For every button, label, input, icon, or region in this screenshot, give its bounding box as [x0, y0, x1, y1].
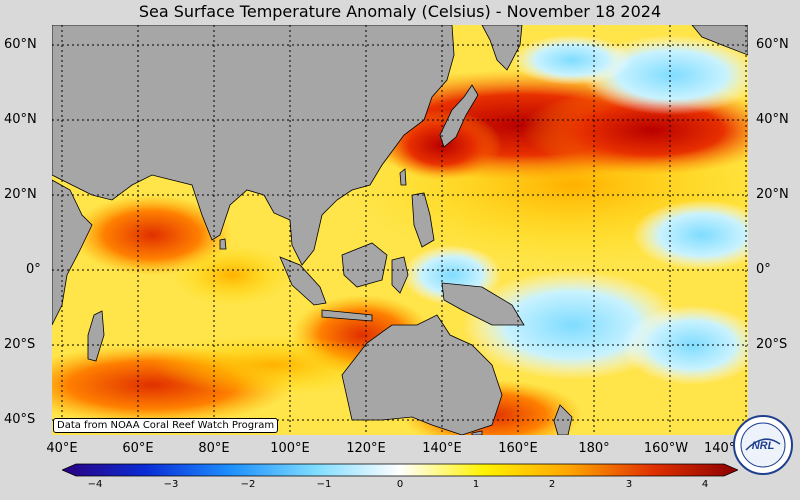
colorbar-tick-minus3: −3: [163, 479, 179, 490]
land-japan: [439, 84, 479, 148]
nrl-logo-svg: NRL: [733, 415, 793, 475]
map-svg: [52, 25, 748, 435]
land-philippines: [411, 192, 435, 248]
lon-label-180: 180°: [578, 441, 610, 456]
lon-label-160w: 160°W: [643, 441, 689, 456]
land-newguinea: [441, 282, 525, 326]
lon-label-40e: 40°E: [46, 441, 78, 456]
lat-label-right-60n: 60°N: [756, 37, 789, 52]
land-madagascar: [87, 310, 105, 362]
lon-label-100e: 100°E: [270, 441, 310, 456]
land-sulawesi: [391, 256, 409, 294]
lon-label-80e: 80°E: [198, 441, 230, 456]
graticule: [52, 25, 748, 435]
colorbar-tick-minus1: −1: [316, 479, 332, 490]
lat-label-left-40n: 40°N: [4, 112, 37, 127]
map-title: Sea Surface Temperature Anomaly (Celsius…: [138, 2, 662, 21]
lat-label-left-20n: 20°N: [4, 187, 37, 202]
lon-label-120e: 120°E: [346, 441, 386, 456]
colorbar-gradient: [60, 463, 740, 477]
lon-label-60e: 60°E: [122, 441, 154, 456]
land-kamchatka: [481, 25, 523, 71]
lon-label-140e: 140°E: [422, 441, 462, 456]
lat-label-right-20n: 20°N: [756, 187, 789, 202]
lat-label-left-0: 0°: [26, 262, 41, 277]
land-borneo: [341, 242, 388, 288]
land-sumatra: [279, 256, 327, 306]
svg-text:NRL: NRL: [752, 440, 775, 452]
land-srilanka: [219, 238, 227, 250]
lat-label-right-40n: 40°N: [756, 112, 789, 127]
lat-label-right-0: 0°: [756, 262, 771, 277]
land-taiwan: [399, 168, 407, 186]
colorbar-tick-1: 1: [472, 479, 480, 490]
colorbar-tick-3: 3: [625, 479, 633, 490]
colorbar-svg: [60, 463, 740, 477]
lon-label-160e: 160°E: [498, 441, 538, 456]
nrl-logo: NRL: [732, 414, 794, 476]
land-alaska: [691, 25, 748, 56]
lat-label-right-20s: 20°S: [756, 337, 788, 352]
colorbar-tick-0: 0: [396, 479, 404, 490]
lat-label-left-60n: 60°N: [4, 37, 37, 52]
lat-label-left-20s: 20°S: [4, 337, 36, 352]
colorbar: [60, 462, 740, 477]
sst-anomaly-map: [52, 25, 748, 435]
lat-label-left-40s: 40°S: [4, 412, 36, 427]
land-tasmania: [471, 430, 483, 435]
data-credit: Data from NOAA Coral Reef Watch Program: [53, 418, 279, 433]
colorbar-tick-2: 2: [548, 479, 556, 490]
colorbar-tick-4: 4: [701, 479, 709, 490]
land-java: [321, 309, 373, 322]
colorbar-tick-minus4: −4: [87, 479, 103, 490]
colorbar-tick-minus2: −2: [240, 479, 256, 490]
